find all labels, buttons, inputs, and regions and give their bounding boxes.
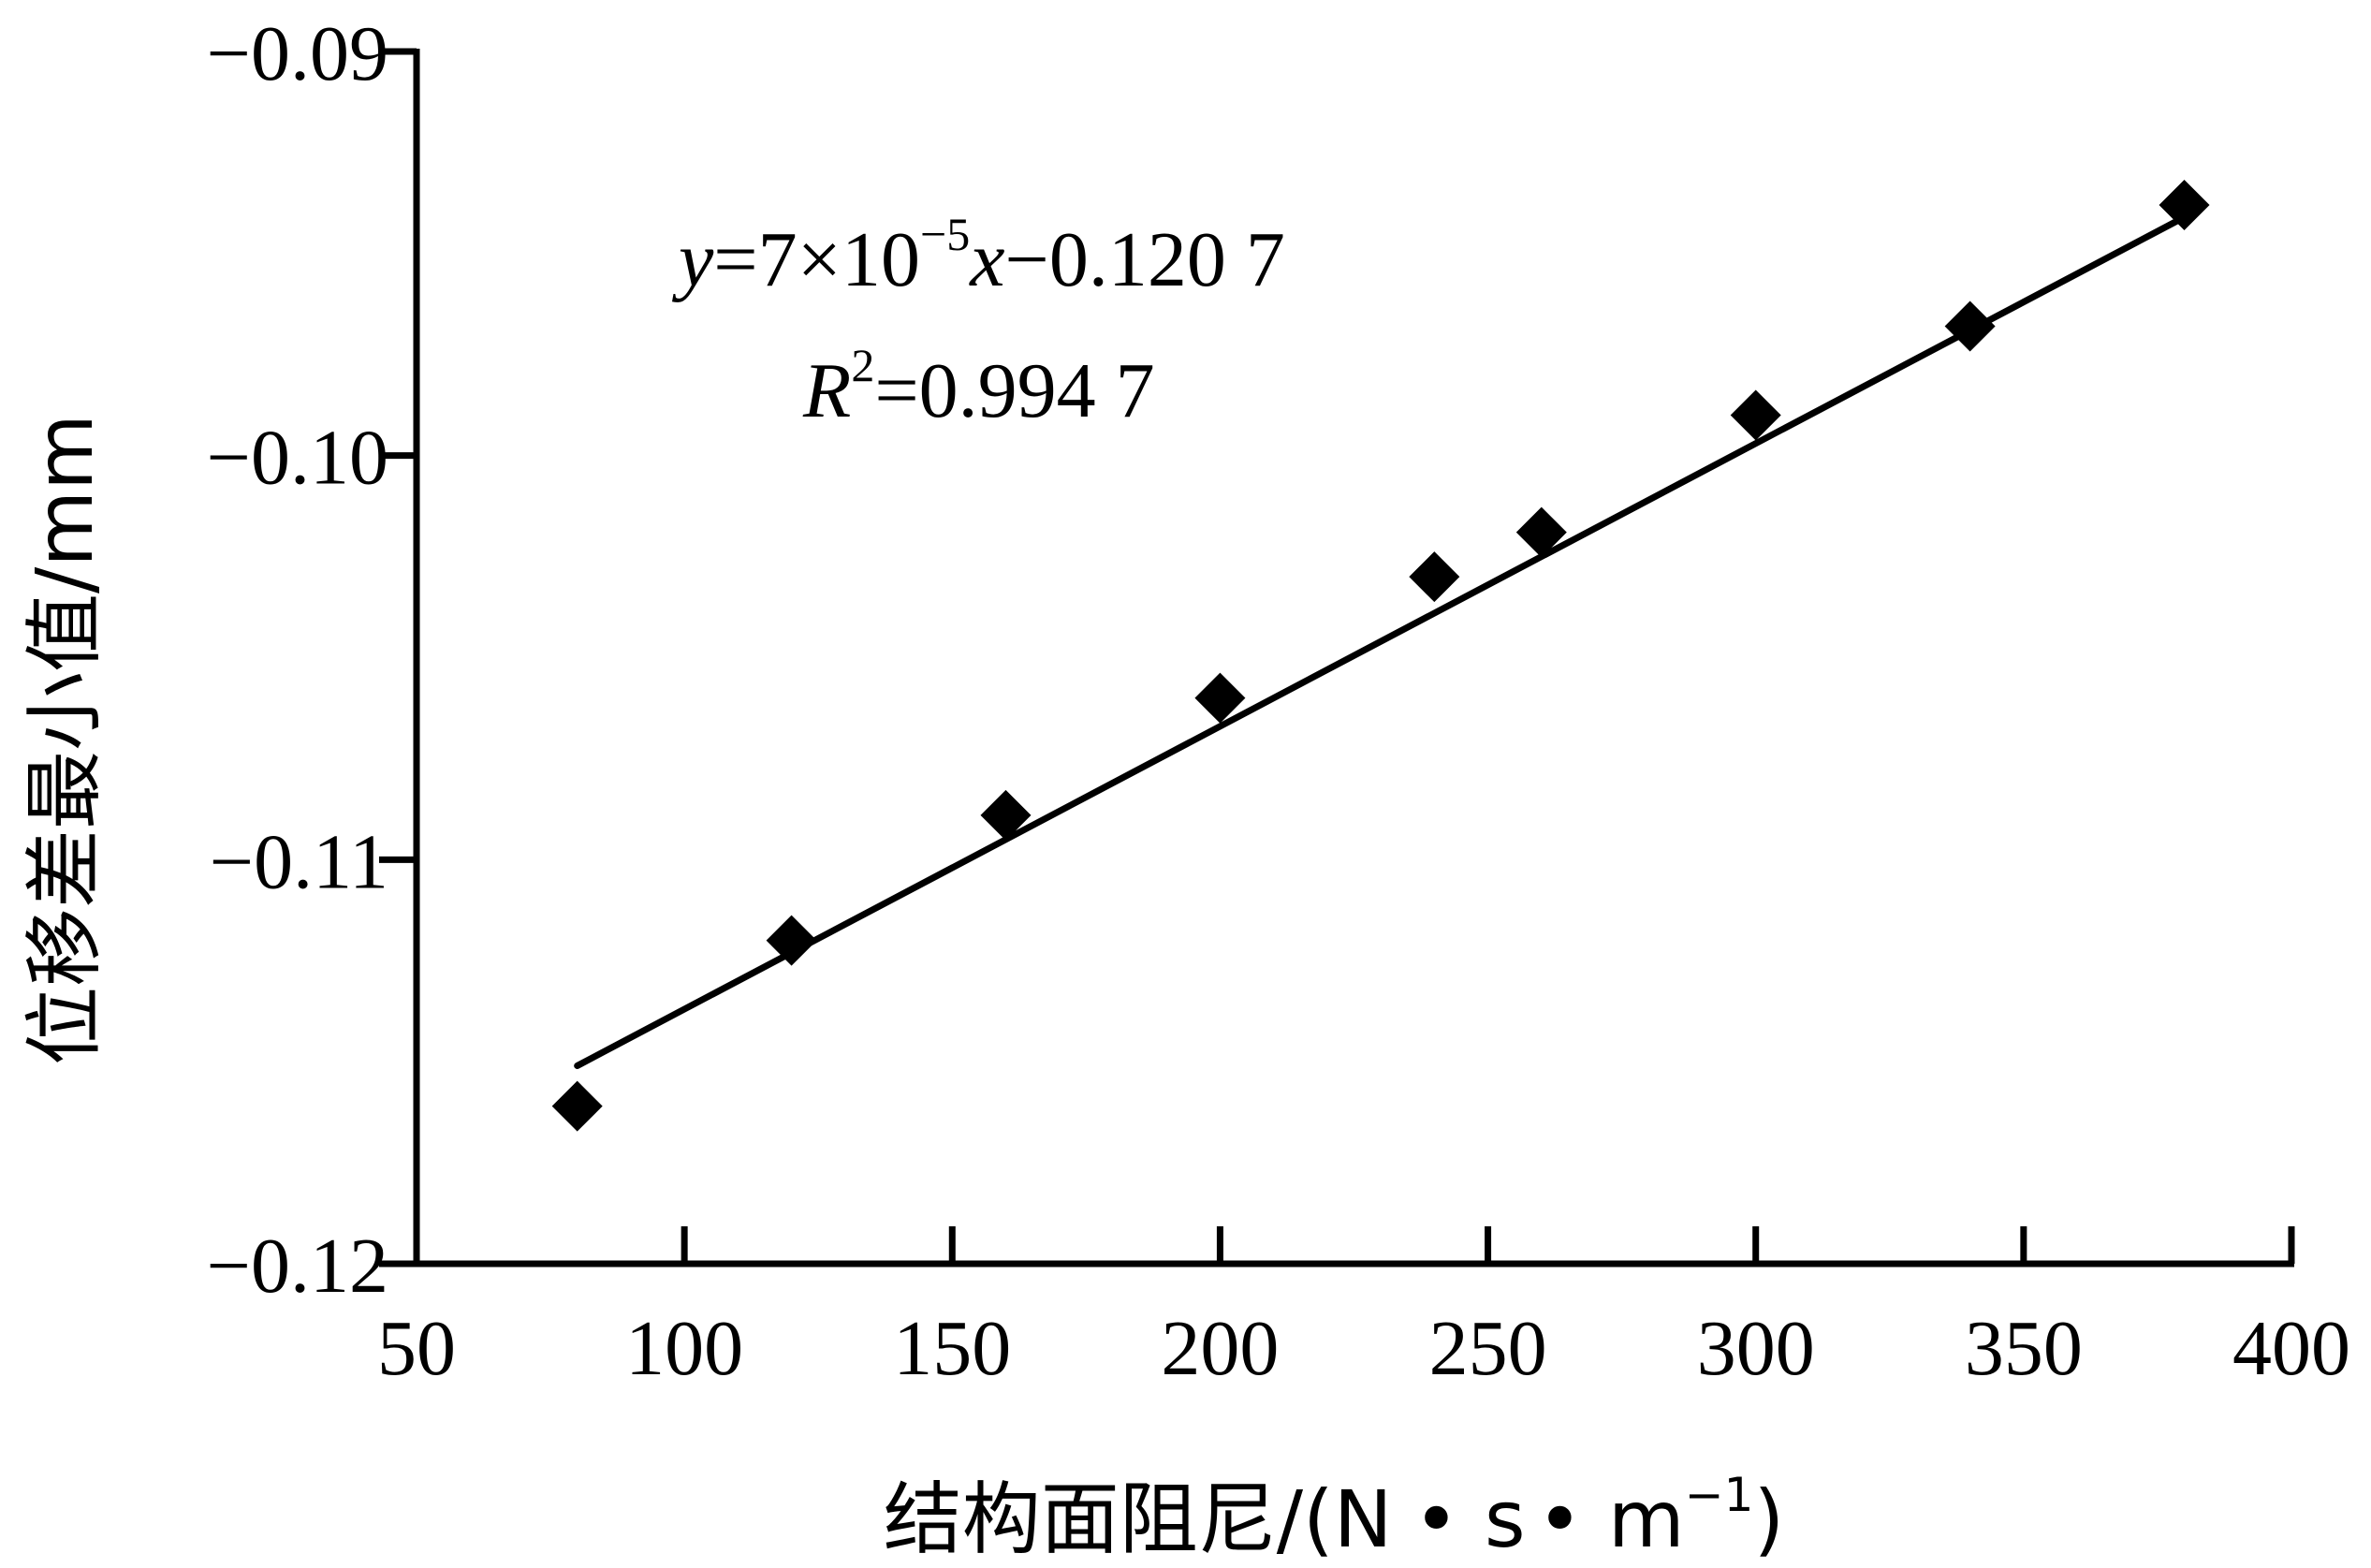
y-tick-label: −0.12 bbox=[207, 1223, 388, 1310]
data-point bbox=[1515, 506, 1567, 558]
regression-equation: y=7×10−5x−0.120 7 bbox=[671, 208, 1285, 303]
data-point bbox=[1944, 300, 1996, 352]
x-tick-label: 300 bbox=[1697, 1305, 1815, 1392]
x-tick-label: 50 bbox=[377, 1305, 456, 1392]
data-point bbox=[980, 789, 1032, 841]
y-axis-title: 位移差最小值/mm bbox=[19, 414, 110, 1065]
x-tick-label: 400 bbox=[2232, 1305, 2350, 1392]
x-tick-label: 200 bbox=[1161, 1305, 1279, 1392]
data-point bbox=[551, 1080, 603, 1132]
data-point bbox=[2159, 180, 2210, 231]
x-tick-label: 100 bbox=[625, 1305, 743, 1392]
x-tick-label: 150 bbox=[893, 1305, 1011, 1392]
data-point bbox=[1730, 389, 1781, 441]
x-tick-label: 250 bbox=[1429, 1305, 1547, 1392]
y-tick-label: −0.09 bbox=[207, 10, 388, 97]
data-point bbox=[766, 915, 817, 966]
y-tick-label: −0.11 bbox=[210, 818, 388, 905]
r-squared: R2=0.994 7 bbox=[802, 339, 1155, 434]
data-point bbox=[1409, 551, 1460, 603]
ticks: 50 100 150 200 250 300 350 400 −0.12 −0.11 −0.10 −0… bbox=[207, 10, 2350, 1392]
trendline bbox=[574, 213, 2188, 1069]
points-layer bbox=[551, 180, 2210, 1132]
y-tick-label: −0.10 bbox=[207, 415, 388, 502]
x-tick-label: 350 bbox=[1965, 1305, 2083, 1392]
data-point bbox=[1194, 672, 1246, 724]
axes bbox=[413, 49, 2294, 1268]
trendline-layer bbox=[574, 213, 2188, 1069]
x-axis-title: 结构面阻尼/(N • s • m−1) bbox=[884, 1468, 1785, 1565]
